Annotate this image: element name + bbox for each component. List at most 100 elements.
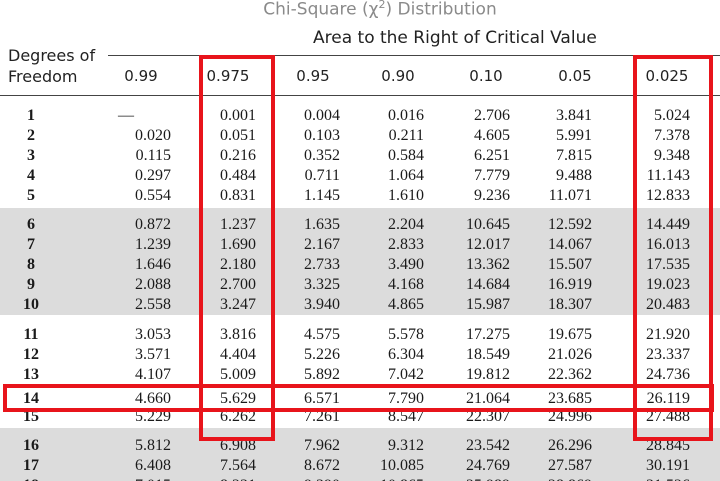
df-cell: 7 [27,236,35,253]
column-header: 0.99 [124,67,158,85]
column-header: 0.05 [558,67,592,85]
table-cell: 3.247 [220,296,256,313]
highlight-column-0975 [199,55,275,441]
df-cell: 13 [23,366,39,383]
table-cell: 7.042 [388,366,424,383]
table-cell: 3.053 [135,326,171,343]
table-cell: 27.488 [646,408,690,425]
table-cell: 7.815 [556,147,592,164]
table-cell: 3.490 [388,256,424,273]
table-cell: 0.001 [220,107,256,124]
table-cell: 21.920 [646,326,690,343]
table-cell: 4.660 [135,390,171,407]
table-cell: 6.304 [388,346,424,363]
title-superscript: 2 [378,0,386,11]
table-cell: 16.013 [646,236,690,253]
table-cell: 21.026 [548,346,592,363]
table-cell: 6.571 [304,390,340,407]
table-cell: 1.690 [220,236,256,253]
table-cell: 0.297 [135,167,171,184]
table-cell: 12.833 [646,187,690,204]
table-cell: 7.790 [388,390,424,407]
table-cell: 2.558 [135,296,171,313]
table-cell: 5.009 [220,366,256,383]
table-cell: 22.307 [466,408,510,425]
table-cell: 0.872 [135,216,171,233]
table-cell: 0.211 [388,127,424,144]
table-cell: 2.733 [304,256,340,273]
column-header: 0.025 [645,67,689,85]
table-cell: 9.488 [556,167,592,184]
table-cell: 4.168 [388,276,424,293]
df-cell: 6 [27,216,35,233]
table-cell: 2.706 [474,107,510,124]
df-cell: 11 [23,326,39,343]
table-cell: 23.685 [548,390,592,407]
table-subtitle: Area to the Right of Critical Value [313,28,597,48]
table-cell: 0.103 [304,127,340,144]
header-rule [108,55,720,56]
table-cell: 1.635 [304,216,340,233]
table-cell: 0.831 [220,187,256,204]
table-cell: 2.700 [220,276,256,293]
table-cell: 4.605 [474,127,510,144]
table-cell: 28.869 [502,476,592,481]
table-cell: 17.275 [466,326,510,343]
table-cell: 7.015 [81,476,171,481]
table-cell: 6.251 [474,147,510,164]
table-cell: 15.507 [548,256,592,273]
table-cell: 1.646 [135,256,171,273]
table-cell: 31.526 [600,476,690,481]
table-cell: 9.390 [250,476,340,481]
df-cell: 10 [23,296,39,313]
table-cell: 3.816 [220,326,256,343]
table-cell: 19.675 [548,326,592,343]
table-cell: 23.542 [466,437,510,454]
table-cell: 11.071 [548,187,592,204]
table-cell: 2.180 [220,256,256,273]
table-cell: 2.833 [388,236,424,253]
df-cell: 18 [16,476,46,481]
table-cell: 24.769 [466,457,510,474]
shaded-row-band [0,428,720,481]
table-cell: 0.020 [135,127,171,144]
table-cell: 14.684 [466,276,510,293]
df-cell: 15 [23,408,39,425]
table-cell: 4.865 [388,296,424,313]
table-cell: 0.352 [304,147,340,164]
table-cell: 2.204 [388,216,424,233]
shaded-row-band [0,208,720,315]
table-cell: 25.989 [420,476,510,481]
table-cell: 5.892 [304,366,340,383]
column-header-rule [0,95,720,96]
table-cell: 11.143 [646,167,690,184]
table-cell: 18.307 [548,296,592,313]
table-cell: 3.325 [304,276,340,293]
table-cell: 15.987 [466,296,510,313]
highlight-row-14 [3,384,714,412]
table-cell: 0.115 [135,147,171,164]
column-header: 0.95 [296,67,330,85]
table-cell: 26.296 [548,437,592,454]
table-cell: 12.592 [548,216,592,233]
table-cell: 9.236 [474,187,510,204]
title-text-end: ) Distribution [385,0,497,20]
table-cell: 0.051 [220,127,256,144]
table-cell: 14.449 [646,216,690,233]
table-cell: 14.067 [548,236,592,253]
table-cell: 10.645 [466,216,510,233]
column-header: 0.90 [381,67,415,85]
table-cell: 16.919 [548,276,592,293]
df-cell: 9 [27,276,35,293]
table-cell: 26.119 [646,390,690,407]
table-cell: 27.587 [548,457,592,474]
df-cell: 3 [27,147,35,164]
table-cell: 4.404 [220,346,256,363]
table-cell: 5.812 [135,437,171,454]
table-cell: 0.216 [220,147,256,164]
table-cell: 7.564 [220,457,256,474]
table-cell: 19.023 [646,276,690,293]
table-cell: 30.191 [646,457,690,474]
